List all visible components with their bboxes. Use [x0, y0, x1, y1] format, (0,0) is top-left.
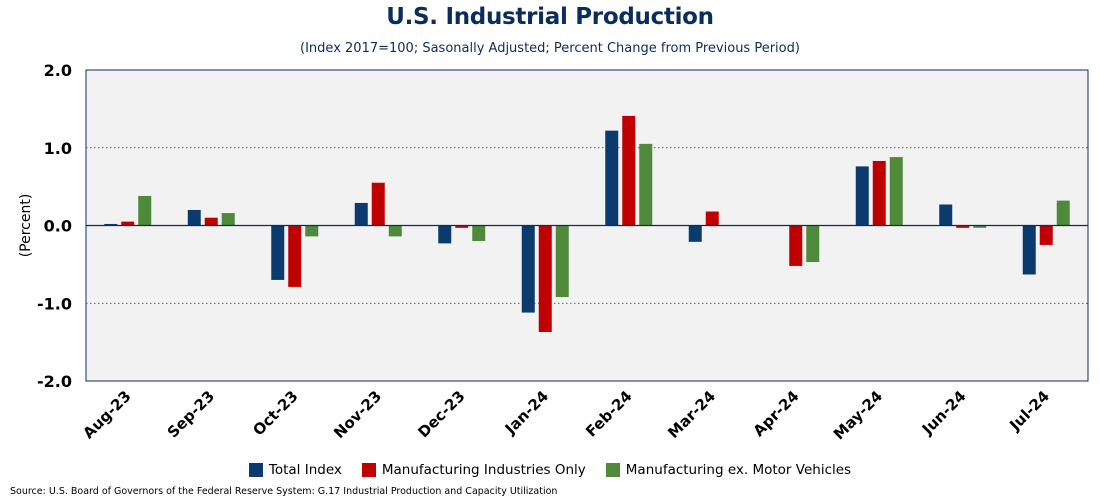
bar-manufacturing-ex-motor-vehicles-apr-24: [806, 225, 820, 263]
bar-total-index-jul-24: [1022, 225, 1036, 275]
x-tick-label: Apr-24: [750, 387, 803, 440]
legend: Total Index Manufacturing Industries Onl…: [0, 462, 1100, 478]
bar-chart: 2.0 1.0 0.0 -1.0 -2.0 (Percent) Aug-23 Sep-23 Oc…: [18, 61, 1089, 443]
x-tick-label: Sep-23: [164, 387, 218, 441]
bar-manufacturing-industries-only-jul-24: [1039, 225, 1053, 245]
bar-total-index-sep-23: [187, 209, 201, 226]
x-tick-label: Feb-24: [582, 387, 635, 440]
bar-manufacturing-industries-only-sep-23: [204, 217, 218, 226]
x-tick-label: May-24: [830, 387, 886, 443]
bar-manufacturing-ex-motor-vehicles-dec-23: [472, 225, 486, 242]
bar-total-index-may-24: [855, 166, 869, 226]
bar-manufacturing-ex-motor-vehicles-feb-24: [639, 143, 653, 226]
y-tick-label: -1.0: [37, 294, 72, 313]
x-tick-label: Jun-24: [918, 387, 970, 439]
x-tick-label: Aug-23: [79, 387, 134, 442]
bar-total-index-mar-24: [688, 225, 702, 242]
legend-swatch-total-index: [248, 463, 263, 477]
x-tick-label: Nov-23: [330, 387, 385, 442]
bar-manufacturing-industries-only-oct-23: [288, 225, 302, 287]
bar-total-index-jun-24: [939, 204, 953, 226]
legend-swatch-manufacturing: [361, 463, 376, 477]
x-tick-label: Oct-23: [249, 387, 301, 439]
y-tick-label: -2.0: [37, 372, 72, 391]
legend-item-manufacturing: Manufacturing Industries Only: [361, 462, 586, 478]
bar-manufacturing-ex-motor-vehicles-sep-23: [221, 213, 235, 226]
bar-total-index-aug-23: [104, 223, 118, 226]
legend-label-total-index: Total Index: [268, 462, 342, 478]
bar-total-index-oct-23: [271, 225, 285, 280]
bar-manufacturing-industries-only-apr-24: [789, 225, 803, 266]
x-tick-label: Mar-24: [664, 387, 719, 442]
bar-manufacturing-ex-motor-vehicles-jan-24: [555, 225, 569, 298]
chart-subtitle: (Index 2017=100; Sasonally Adjusted; Per…: [300, 41, 800, 56]
bar-manufacturing-industries-only-mar-24: [705, 211, 719, 226]
y-tick-label: 2.0: [44, 61, 72, 80]
bar-manufacturing-ex-motor-vehicles-oct-23: [305, 225, 319, 237]
bar-manufacturing-industries-only-aug-23: [121, 221, 135, 226]
legend-label-manufacturing: Manufacturing Industries Only: [381, 462, 586, 478]
bar-manufacturing-ex-motor-vehicles-may-24: [889, 157, 903, 226]
legend-label-manufacturing-ex-motor: Manufacturing ex. Motor Vehicles: [625, 462, 852, 478]
bar-total-index-dec-23: [438, 225, 452, 244]
bar-total-index-feb-24: [605, 130, 619, 226]
bar-total-index-jan-24: [521, 225, 535, 313]
chart-title: U.S. Industrial Production: [386, 4, 714, 30]
bar-manufacturing-industries-only-jun-24: [956, 225, 970, 228]
y-tick-label: 0.0: [44, 217, 72, 236]
x-tick-label: Dec-23: [414, 387, 468, 441]
bar-manufacturing-industries-only-feb-24: [622, 115, 636, 226]
legend-item-manufacturing-ex-motor: Manufacturing ex. Motor Vehicles: [605, 462, 852, 478]
bar-manufacturing-industries-only-may-24: [872, 160, 886, 226]
x-tick-label: Jan-24: [501, 387, 552, 438]
bar-total-index-nov-23: [354, 202, 368, 226]
bar-manufacturing-industries-only-nov-23: [371, 182, 385, 226]
x-tick-label: Jul-24: [1005, 387, 1053, 435]
legend-item-total-index: Total Index: [248, 462, 342, 478]
y-tick-label: 1.0: [44, 139, 72, 158]
y-axis-label: (Percent): [18, 194, 34, 258]
bar-manufacturing-ex-motor-vehicles-jun-24: [973, 225, 987, 228]
source-note: Source: U.S. Board of Governors of the F…: [10, 486, 558, 497]
bar-manufacturing-ex-motor-vehicles-aug-23: [138, 195, 152, 226]
legend-swatch-manufacturing-ex-motor: [605, 463, 620, 477]
bar-manufacturing-industries-only-jan-24: [538, 225, 552, 333]
bar-manufacturing-industries-only-dec-23: [455, 225, 469, 228]
bar-manufacturing-ex-motor-vehicles-nov-23: [388, 225, 402, 237]
bar-manufacturing-ex-motor-vehicles-jul-24: [1056, 200, 1070, 226]
